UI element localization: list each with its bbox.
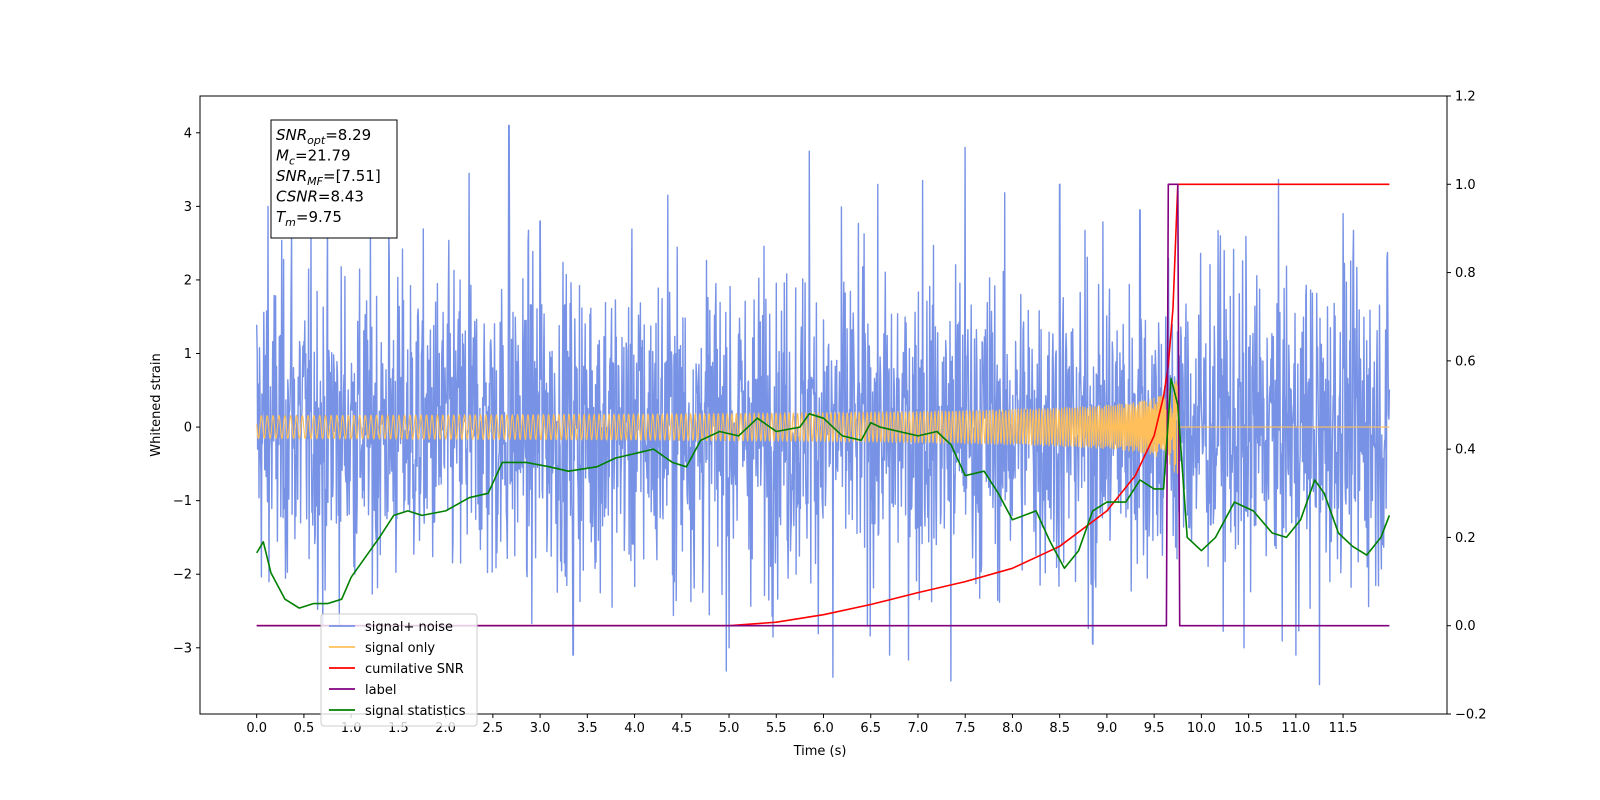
annotation-symbol: SNR bbox=[276, 167, 307, 185]
x-tick-label: 11.5 bbox=[1329, 721, 1358, 736]
y-right-tick-label: 0.6 bbox=[1455, 354, 1476, 369]
x-tick-label: 0.0 bbox=[246, 721, 267, 736]
annotation-symbol: M bbox=[276, 147, 289, 165]
series-layer bbox=[256, 124, 1391, 686]
annotation-frame bbox=[270, 119, 398, 239]
y-right-tick-label: 0.2 bbox=[1455, 531, 1476, 546]
y-right-tick-label: −0.2 bbox=[1455, 708, 1487, 723]
x-tick-label: 9.5 bbox=[1144, 721, 1165, 736]
y-axis-left-label: Whitened strain bbox=[149, 353, 164, 456]
x-tick-label: 6.0 bbox=[813, 721, 834, 736]
series-line-signal-only bbox=[256, 380, 1390, 474]
x-tick-label: 6.5 bbox=[860, 721, 881, 736]
annotation-subscript: opt bbox=[307, 134, 326, 147]
annotation-line: SNRMF=[7.51] bbox=[276, 167, 381, 188]
stats-annotation-box: SNRopt=8.29Mc=21.79SNRMF=[7.51]CSNR=8.43… bbox=[270, 119, 398, 239]
y-axis-left: −3 −2 −1 0 1 2 3 4 bbox=[173, 126, 200, 656]
x-tick-label: 10.5 bbox=[1234, 721, 1263, 736]
legend-entry-label: label bbox=[365, 683, 396, 698]
x-tick-label: 0.5 bbox=[294, 721, 315, 736]
x-tick-label: 7.5 bbox=[955, 721, 976, 736]
legend: signal+ noise signal only cumilative SNR la… bbox=[320, 613, 478, 727]
x-axis-label: Time (s) bbox=[793, 744, 847, 759]
annotation-symbol: CSNR bbox=[276, 188, 318, 206]
annotation-value: =8.43 bbox=[318, 188, 364, 206]
annotation-line: SNRopt=8.29 bbox=[276, 126, 371, 147]
annotation-line: Mc=21.79 bbox=[276, 147, 351, 168]
x-tick-label: 7.0 bbox=[908, 721, 929, 736]
series-line-signal-noise bbox=[256, 124, 1391, 686]
y-right-tick-label: 0.8 bbox=[1455, 266, 1476, 281]
legend-entry-label: signal+ noise bbox=[365, 620, 453, 635]
annotation-subscript: c bbox=[289, 155, 295, 168]
legend-entry-label: signal only bbox=[365, 641, 435, 656]
x-tick-label: 10.0 bbox=[1187, 721, 1216, 736]
series-line-label bbox=[256, 183, 1390, 627]
y-left-tick-label: −2 bbox=[173, 568, 192, 583]
annotation-value: =21.79 bbox=[295, 147, 351, 165]
annotation-symbol: SNR bbox=[276, 126, 307, 144]
x-tick-label: 4.0 bbox=[624, 721, 645, 736]
annotation-line: CSNR=8.43 bbox=[276, 188, 364, 206]
x-tick-label: 3.5 bbox=[577, 721, 598, 736]
y-left-tick-label: 2 bbox=[184, 273, 192, 288]
annotation-symbol: T bbox=[276, 208, 287, 226]
annotation-subscript: m bbox=[285, 216, 296, 229]
annotation-line: Tm=9.75 bbox=[276, 208, 342, 229]
x-tick-label: 4.5 bbox=[671, 721, 692, 736]
y-right-tick-label: 1.0 bbox=[1455, 178, 1476, 193]
x-tick-label: 3.0 bbox=[530, 721, 551, 736]
annotation-value: =[7.51] bbox=[323, 167, 381, 185]
y-axis-right: −0.2 0.0 0.2 0.4 0.6 0.8 1.0 1.2 bbox=[1447, 90, 1487, 723]
y-right-tick-label: 1.2 bbox=[1455, 90, 1476, 105]
x-tick-label: 8.0 bbox=[1002, 721, 1023, 736]
x-tick-label: 8.5 bbox=[1049, 721, 1070, 736]
legend-frame bbox=[320, 613, 478, 727]
x-tick-label: 5.5 bbox=[766, 721, 787, 736]
y-left-tick-label: 4 bbox=[184, 126, 192, 141]
x-tick-label: 2.5 bbox=[483, 721, 504, 736]
y-left-tick-label: 1 bbox=[184, 347, 192, 362]
series-line-cumilative-snr bbox=[256, 183, 1390, 627]
y-left-tick-label: −3 bbox=[173, 641, 192, 656]
legend-entry-label: cumilative SNR bbox=[365, 662, 464, 677]
x-tick-label: 5.0 bbox=[719, 721, 740, 736]
annotation-value: =8.29 bbox=[325, 126, 371, 144]
y-right-tick-label: 0.0 bbox=[1455, 619, 1476, 634]
y-left-tick-label: 3 bbox=[184, 200, 192, 215]
x-tick-label: 11.0 bbox=[1281, 721, 1310, 736]
series-line-signal-statistics bbox=[256, 377, 1391, 609]
y-right-tick-label: 0.4 bbox=[1455, 443, 1476, 458]
x-tick-label: 9.0 bbox=[1097, 721, 1118, 736]
y-left-tick-label: 0 bbox=[184, 421, 192, 436]
y-left-tick-label: −1 bbox=[173, 494, 192, 509]
annotation-value: =9.75 bbox=[296, 208, 342, 226]
annotation-subscript: MF bbox=[307, 175, 323, 188]
legend-entry-label: signal statistics bbox=[365, 704, 466, 719]
